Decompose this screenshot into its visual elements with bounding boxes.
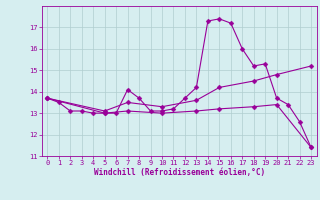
X-axis label: Windchill (Refroidissement éolien,°C): Windchill (Refroidissement éolien,°C) xyxy=(94,168,265,177)
